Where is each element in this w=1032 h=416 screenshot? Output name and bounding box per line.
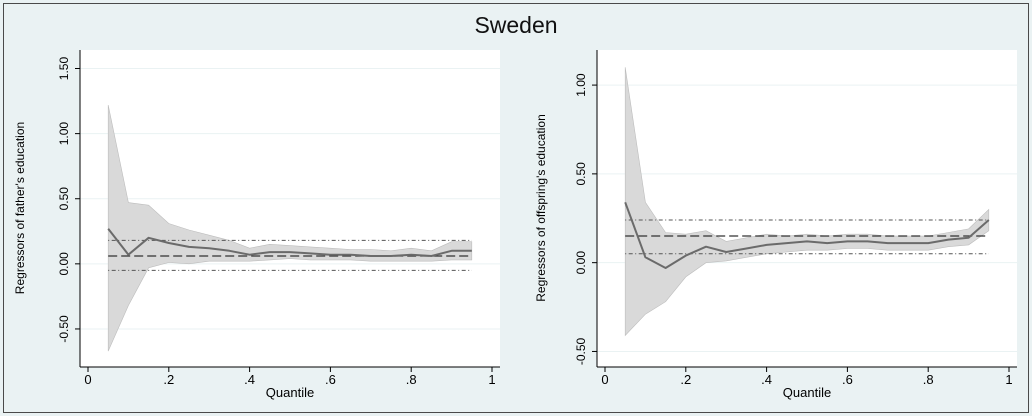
y-tick-label: 1.00 [574,73,588,97]
x-tick-label: 1 [488,372,495,387]
confidence-band [107,104,473,352]
y-tick-label: 0.50 [57,187,71,211]
y-tick-label: 0.50 [574,162,588,186]
y-tick-label: 0.00 [57,252,71,276]
figure-border [3,3,1029,413]
plot-area [597,50,1017,367]
y-tick-label: -0.50 [574,337,588,365]
x-tick-label: .4 [244,372,255,387]
x-axis-title: Quantile [783,385,831,400]
y-axis-title: Regressors of father's education [13,122,27,294]
x-tick-label: .6 [842,372,853,387]
y-tick-label: 1.50 [57,57,71,81]
y-axis-title: Regressors of offspring's education [534,114,548,302]
y-tick-label: 1.00 [57,122,71,146]
father-education-panel: -0.50 0.00 0.50 1.00 1.50 0 .2 .4 .6 .8 1 Quantile R… [13,50,500,400]
offspring-education-panel: -0.50 0.00 0.50 1.00 0 .2 .4 .6 .8 1 Quantile Regre… [534,50,1017,400]
y-tick-label: -0.50 [57,315,71,343]
y-tick-label: 0.00 [574,251,588,275]
x-tick-label: .4 [761,372,772,387]
x-tick-label: 0 [601,372,608,387]
x-tick-label: 0 [84,372,91,387]
x-tick-label: .2 [680,372,691,387]
figure-title: Sweden [474,12,557,38]
x-tick-label: .2 [163,372,174,387]
x-axis-title: Quantile [266,385,314,400]
x-tick-label: .8 [923,372,934,387]
quantile-estimate-line [107,228,472,257]
x-tick-label: .6 [325,372,336,387]
confidence-band [624,67,990,337]
x-tick-label: .8 [406,372,417,387]
quantile-estimate-line [624,201,990,269]
x-tick-label: 1 [1005,372,1012,387]
